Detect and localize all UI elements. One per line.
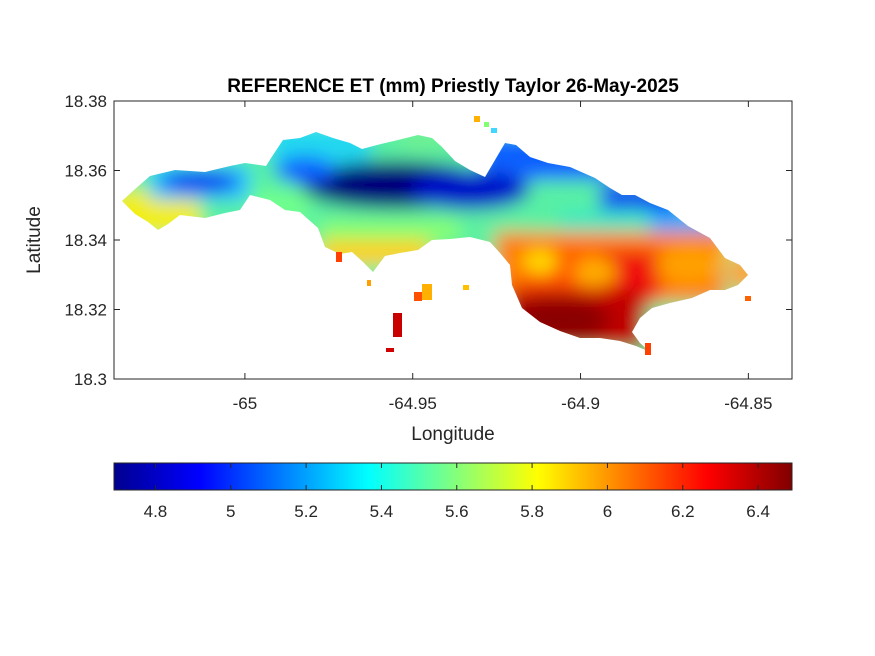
y-tick-label: 18.38 — [64, 92, 107, 111]
colorbar-tick-label: 6 — [603, 502, 612, 521]
colorbar-tick-label: 6.4 — [746, 502, 770, 521]
colorbar: 4.8 5 5.2 5.4 5.6 5.8 6 6.2 6.4 — [113, 462, 793, 521]
colorbar-tick-label: 5.2 — [294, 502, 318, 521]
x-tick-label: -65 — [233, 394, 258, 413]
x-tick-label: -64.9 — [561, 394, 600, 413]
y-axis-label: Latitude — [24, 206, 45, 274]
colorbar-tick-label: 5.4 — [370, 502, 394, 521]
chart-title: REFERENCE ET (mm) Priestly Taylor 26-May… — [227, 76, 679, 97]
x-axis: -65 -64.95 -64.9 -64.85 — [233, 101, 772, 413]
y-tick-label: 18.36 — [64, 162, 107, 181]
colorbar-tick-label: 5.8 — [520, 502, 544, 521]
colorbar-gradient — [113, 462, 793, 491]
colorbar-ticks: 4.8 5 5.2 5.4 5.6 5.8 6 6.2 6.4 — [144, 463, 770, 521]
y-axis: 18.38 18.36 18.34 18.32 18.3 — [64, 92, 792, 389]
colorbar-tick-label: 6.2 — [671, 502, 695, 521]
y-tick-label: 18.3 — [74, 370, 107, 389]
colorbar-tick-label: 5.6 — [445, 502, 469, 521]
x-tick-label: -64.95 — [389, 394, 437, 413]
colorbar-tick-label: 5 — [226, 502, 235, 521]
x-axis-label: Longitude — [411, 424, 494, 445]
y-tick-label: 18.34 — [64, 231, 107, 250]
colorbar-tick-label: 4.8 — [144, 502, 168, 521]
y-tick-label: 18.32 — [64, 301, 107, 320]
x-tick-label: -64.85 — [724, 394, 772, 413]
